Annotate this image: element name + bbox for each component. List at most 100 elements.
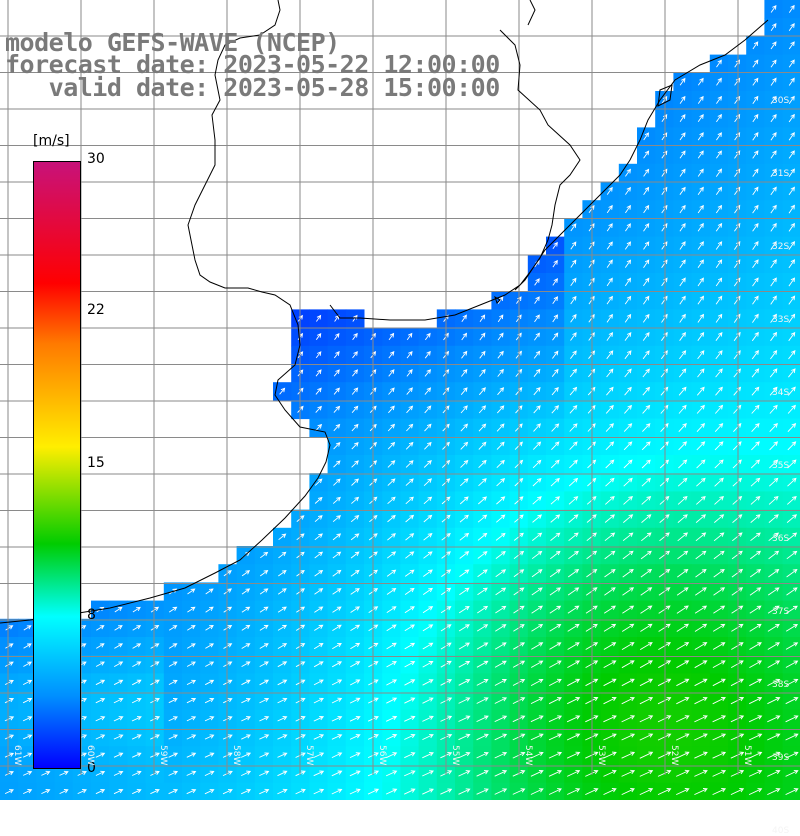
wind-arrow <box>387 423 396 432</box>
wind-arrow <box>350 551 360 559</box>
wind-arrow <box>770 222 777 232</box>
wind-arrow <box>679 150 686 159</box>
wind-arrow <box>352 351 358 359</box>
wind-arrow <box>734 113 741 123</box>
wind-arrow <box>624 368 632 378</box>
wind-arrow <box>715 331 723 341</box>
wind-arrow <box>278 551 287 559</box>
wind-arrow <box>676 642 690 650</box>
wind-arrow <box>678 404 687 414</box>
wind-arrow <box>259 788 270 795</box>
wind-arrow <box>752 186 759 196</box>
wind-arrow <box>785 788 799 796</box>
wind-arrow <box>259 697 270 704</box>
wind-arrow <box>716 77 722 86</box>
wind-arrow <box>496 478 506 487</box>
wind-arrow <box>460 459 469 468</box>
wind-arrow <box>749 660 763 668</box>
wind-arrow <box>532 459 542 469</box>
wind-arrow <box>458 679 471 686</box>
wind-arrow <box>604 569 616 578</box>
wind-arrow <box>677 477 688 487</box>
wind-arrow <box>697 132 704 141</box>
wind-arrow <box>788 23 795 32</box>
coastline-details <box>494 0 673 304</box>
wind-arrows <box>4 4 799 796</box>
wind-arrow <box>204 698 215 704</box>
wind-arrow <box>714 441 724 451</box>
wind-arrow <box>748 733 763 741</box>
wind-arrow <box>623 459 633 469</box>
wind-arrow <box>458 605 470 614</box>
wind-arrow <box>404 587 415 595</box>
wind-arrow <box>387 496 396 505</box>
wind-arrow <box>459 496 469 505</box>
wind-arrow <box>476 660 489 668</box>
wind-arrow <box>623 495 634 505</box>
wind-arrow <box>440 788 453 795</box>
wind-arrow <box>643 277 650 287</box>
wind-arrow <box>767 605 780 614</box>
wind-arrow <box>603 605 616 614</box>
wind-arrow <box>730 769 745 777</box>
wind-arrow <box>679 277 686 287</box>
wind-arrow <box>331 788 343 795</box>
wind-arrow <box>422 697 434 704</box>
wind-arrow <box>478 423 487 432</box>
wind-arrow <box>713 550 725 560</box>
wind-arrow <box>676 605 689 614</box>
wind-arrow <box>785 697 799 705</box>
wind-arrow <box>715 168 723 177</box>
wind-map <box>0 0 800 800</box>
wind-arrow <box>476 697 489 704</box>
wind-arrow <box>314 588 324 595</box>
wind-arrow <box>422 770 434 777</box>
wind-arrow <box>679 114 686 123</box>
wind-arrow <box>567 569 580 578</box>
wind-arrow <box>567 605 580 614</box>
wind-arrow <box>259 624 269 631</box>
wind-arrow <box>678 441 688 451</box>
wind-arrow <box>168 752 179 758</box>
wind-arrow <box>734 204 741 214</box>
wind-arrow <box>788 95 795 104</box>
wind-arrow <box>734 222 741 232</box>
wind-arrow <box>386 734 398 740</box>
wind-arrow <box>405 514 415 523</box>
wind-arrow <box>715 204 723 214</box>
wind-arrow <box>422 661 434 668</box>
wind-arrow <box>496 459 505 469</box>
valid-date: valid date: 2023-05-28 15:00:00 <box>5 73 501 102</box>
colorbar-tick-15: 15 <box>87 455 105 471</box>
wind-arrow <box>606 223 613 232</box>
wind-arrow <box>643 241 650 250</box>
wind-arrow <box>551 405 560 414</box>
wind-arrow <box>132 643 142 649</box>
wind-arrow <box>713 532 725 542</box>
wind-arrow <box>549 660 562 668</box>
wind-arrow <box>461 314 467 323</box>
wind-arrow <box>678 368 687 378</box>
wind-arrow <box>696 386 705 396</box>
wind-arrow <box>423 533 433 541</box>
wind-arrow <box>625 168 631 177</box>
wind-arrow <box>478 496 488 505</box>
wind-arrow <box>570 241 577 250</box>
wind-arrow <box>732 514 743 523</box>
wind-arrow <box>604 587 616 596</box>
wind-arrow <box>22 716 33 722</box>
wind-arrow <box>241 643 251 649</box>
wind-arrow <box>694 642 708 650</box>
wind-arrow <box>478 459 487 469</box>
wind-arrow <box>476 715 489 723</box>
wind-arrow <box>752 132 759 141</box>
wind-arrow <box>424 350 431 359</box>
wind-arrow <box>477 569 488 578</box>
wind-arrow <box>550 459 560 469</box>
wind-arrow <box>786 569 798 578</box>
wind-arrow <box>460 387 468 395</box>
wind-arrow <box>476 751 489 759</box>
wind-arrow <box>694 678 708 687</box>
wind-arrow <box>405 460 414 468</box>
wind-arrow <box>405 478 414 486</box>
